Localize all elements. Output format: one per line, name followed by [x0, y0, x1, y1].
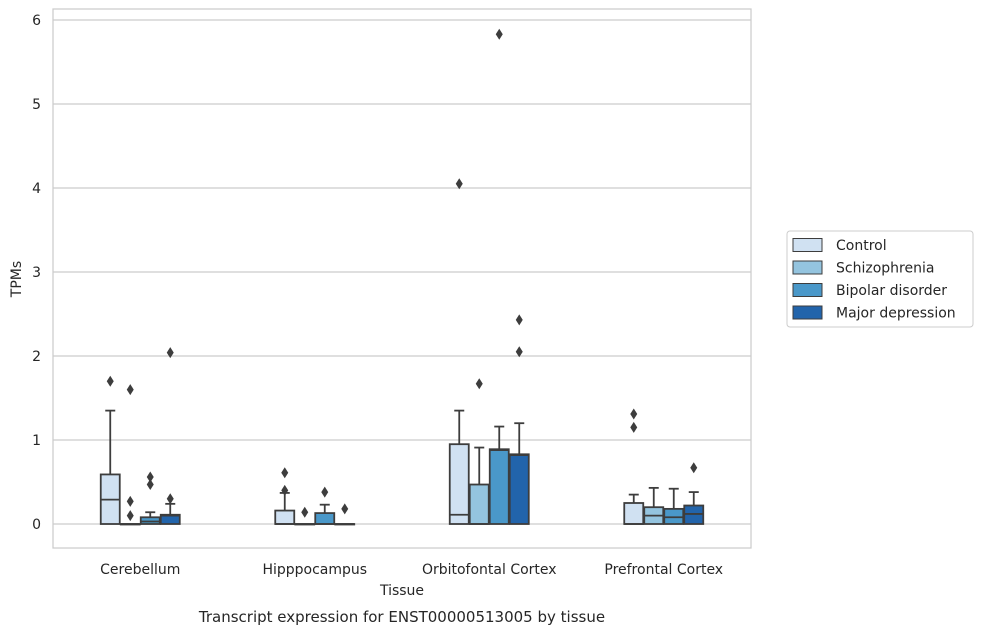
outlier-point	[146, 479, 154, 491]
plot-area	[52, 8, 752, 549]
outlier-point	[166, 347, 174, 359]
chart-title: Transcript expression for ENST0000051300…	[198, 608, 605, 626]
x-tick-labels: Cerebellum Hipppocampus Orbitofontal Corte…	[100, 562, 723, 578]
box-group	[663, 487, 685, 525]
box-group	[334, 503, 356, 526]
x-axis-label: Tissue	[379, 583, 424, 599]
legend-label: Bipolar disorder	[836, 283, 947, 299]
box	[314, 512, 336, 525]
legend-frame	[786, 230, 974, 328]
outlier-point	[630, 408, 638, 420]
outlier-point	[146, 471, 154, 483]
outlier-point	[341, 503, 349, 515]
outlier-point	[495, 28, 503, 40]
box-group	[99, 375, 121, 525]
x-tick-label: Cerebellum	[100, 562, 180, 578]
outlier-point	[630, 421, 638, 433]
outlier-point	[166, 493, 174, 505]
legend: Control Schizophrenia Bipolar disorder Majo…	[786, 230, 974, 328]
outlier-point	[126, 510, 134, 522]
legend-label: Major depression	[836, 306, 956, 322]
outlier-point	[515, 314, 523, 326]
box	[623, 502, 645, 525]
outlier-point	[455, 178, 463, 190]
y-tick-label: 1	[32, 433, 41, 449]
legend-label: Schizophrenia	[836, 261, 934, 277]
legend-label: Control	[836, 238, 887, 254]
y-tick-label: 4	[32, 181, 41, 197]
outlier-point	[281, 484, 289, 496]
legend-swatch	[792, 238, 823, 252]
box-group	[683, 462, 705, 525]
y-tick-labels: 0 1 2 3 4 5 6	[32, 13, 41, 533]
box-group	[448, 178, 470, 525]
box-group	[623, 408, 645, 525]
box-group	[488, 28, 510, 525]
box-series	[99, 28, 705, 526]
box-group	[119, 384, 141, 526]
outlier-point	[321, 486, 329, 498]
legend-swatch	[792, 305, 823, 320]
box-group	[294, 506, 316, 526]
box	[468, 483, 490, 525]
box-group	[643, 486, 665, 525]
box-group	[508, 314, 530, 525]
y-tick-label: 6	[32, 13, 41, 29]
x-tick-label: Hipppocampus	[262, 562, 367, 578]
y-tick-label: 0	[32, 517, 41, 533]
outlier-point	[126, 384, 134, 396]
x-tick-label: Prefrontal Cortex	[604, 562, 723, 578]
box-group	[314, 486, 336, 525]
y-tick-label: 5	[32, 97, 41, 113]
y-tick-label: 2	[32, 349, 41, 365]
box-group	[139, 471, 161, 525]
outlier-point	[515, 346, 523, 358]
legend-swatch	[792, 283, 823, 297]
y-tick-label: 3	[32, 265, 41, 281]
box	[488, 448, 510, 525]
outlier-point	[106, 375, 114, 387]
box	[448, 443, 470, 525]
outlier-point	[301, 506, 309, 518]
outlier-point	[281, 467, 289, 479]
outlier-point	[126, 495, 134, 507]
box-group	[274, 467, 296, 525]
outlier-point	[475, 378, 483, 390]
y-axis-label: TPMs	[9, 261, 25, 298]
outlier-point	[690, 462, 698, 474]
x-tick-label: Orbitofontal Cortex	[422, 562, 557, 578]
box	[508, 453, 530, 525]
box	[274, 509, 296, 525]
legend-swatch	[792, 260, 823, 275]
box-group	[159, 347, 181, 525]
box-group	[468, 378, 490, 525]
